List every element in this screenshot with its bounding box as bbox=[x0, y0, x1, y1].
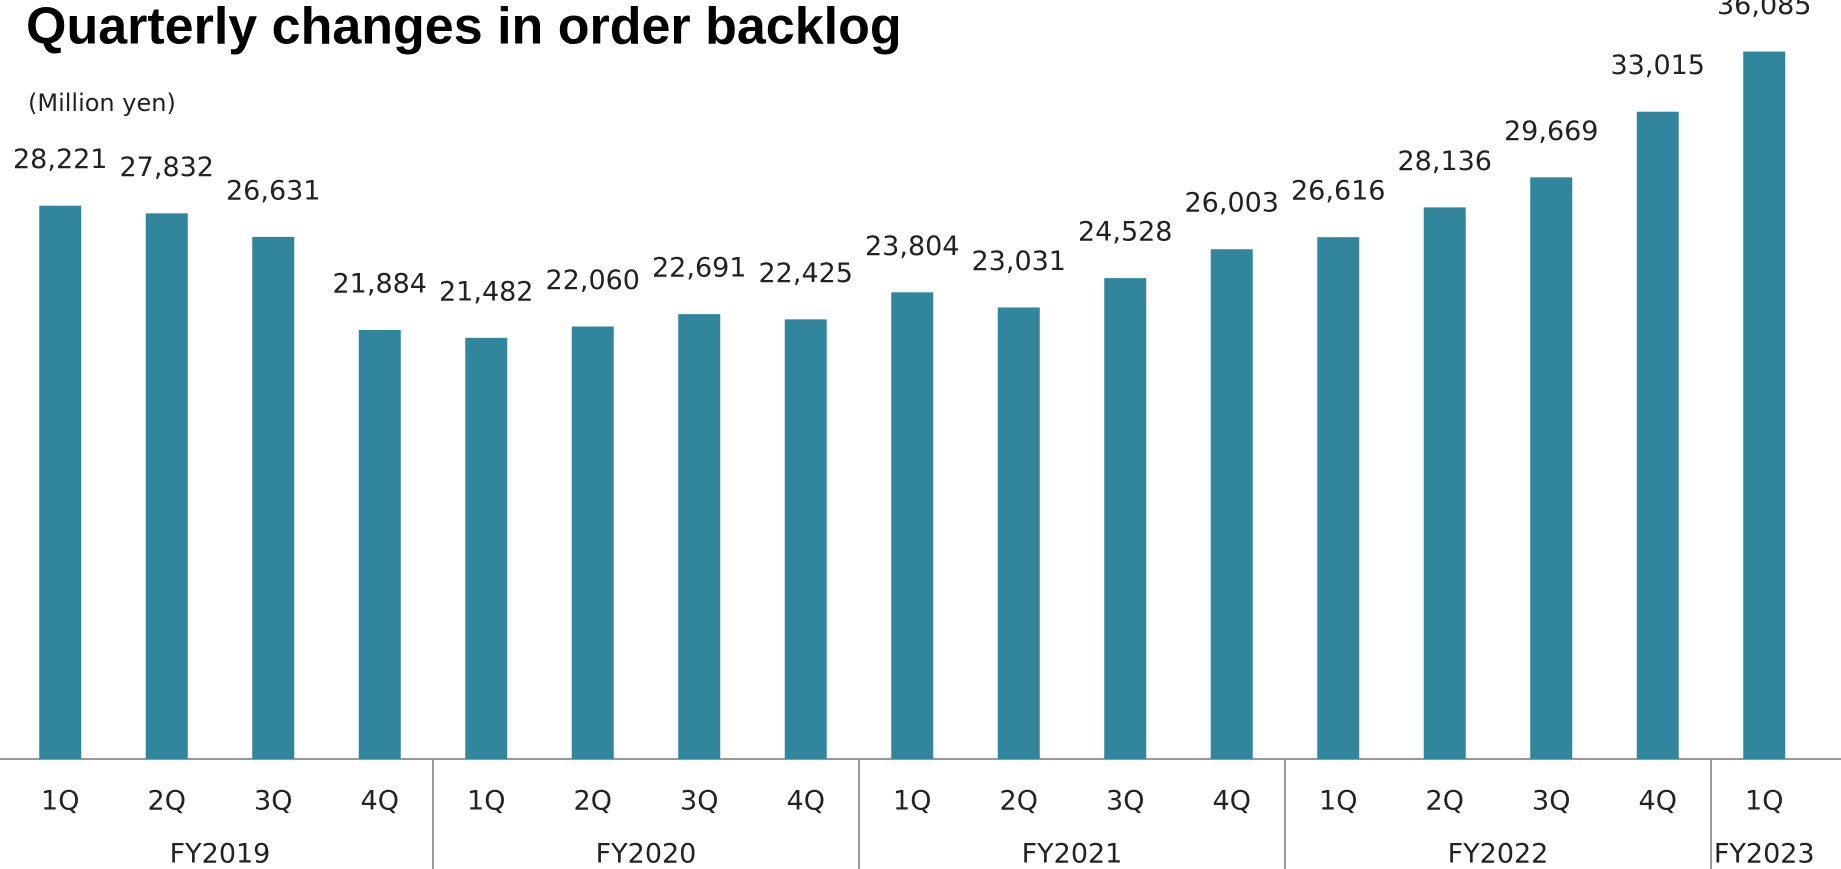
value-label: 26,003 bbox=[1185, 188, 1279, 219]
bar bbox=[1530, 177, 1573, 760]
value-label: 24,528 bbox=[1078, 217, 1172, 248]
x-tick-label: 2Q bbox=[148, 786, 186, 817]
group-label: FY2022 bbox=[1448, 839, 1549, 869]
x-tick-label: 3Q bbox=[680, 786, 718, 817]
x-tick-label: 4Q bbox=[1639, 786, 1677, 817]
value-label: 21,884 bbox=[333, 268, 427, 299]
bar bbox=[1423, 207, 1466, 759]
x-tick-label: 2Q bbox=[574, 786, 612, 817]
group-label: FY2021 bbox=[1022, 839, 1123, 869]
x-tick-label: 3Q bbox=[1106, 786, 1144, 817]
value-label: 29,669 bbox=[1504, 116, 1598, 147]
x-tick-label: 3Q bbox=[254, 786, 292, 817]
x-tick-label: 4Q bbox=[1213, 786, 1251, 817]
x-tick-label: 2Q bbox=[1426, 786, 1464, 817]
x-tick-label: 1Q bbox=[41, 786, 79, 817]
chart-title: Quarterly changes in order backlog bbox=[26, 0, 902, 56]
bar bbox=[678, 314, 721, 759]
bar bbox=[1210, 249, 1253, 759]
bar bbox=[358, 329, 401, 759]
bar bbox=[997, 307, 1040, 759]
chart-subtitle: (Million yen) bbox=[28, 89, 176, 117]
bar bbox=[252, 236, 295, 760]
bar bbox=[784, 319, 827, 759]
value-label: 22,060 bbox=[546, 265, 640, 296]
bar bbox=[1636, 111, 1679, 759]
group-label: FY2023 bbox=[1714, 839, 1815, 869]
value-label: 22,425 bbox=[759, 258, 853, 289]
value-label: 36,085 bbox=[1717, 0, 1811, 21]
x-tick-label: 1Q bbox=[1745, 786, 1783, 817]
group-label: FY2019 bbox=[170, 839, 271, 869]
group-label: FY2020 bbox=[596, 839, 697, 869]
x-tick-label: 1Q bbox=[893, 786, 931, 817]
value-label: 28,136 bbox=[1398, 146, 1492, 177]
value-label: 23,804 bbox=[865, 231, 959, 262]
bar bbox=[891, 292, 934, 759]
value-label: 27,832 bbox=[120, 152, 214, 183]
x-tick-label: 1Q bbox=[1319, 786, 1357, 817]
value-label: 28,221 bbox=[13, 144, 107, 175]
x-tick-label: 4Q bbox=[787, 786, 825, 817]
bar bbox=[1743, 51, 1786, 760]
value-label: 33,015 bbox=[1611, 50, 1705, 81]
bar bbox=[1104, 278, 1147, 759]
x-tick-label: 2Q bbox=[1000, 786, 1038, 817]
bar bbox=[1317, 237, 1360, 760]
bar bbox=[39, 205, 82, 760]
value-label: 22,691 bbox=[652, 253, 746, 284]
x-tick-label: 3Q bbox=[1532, 786, 1570, 817]
x-tick-label: 1Q bbox=[467, 786, 505, 817]
x-tick-label: 4Q bbox=[361, 786, 399, 817]
value-label: 26,616 bbox=[1291, 176, 1385, 207]
bar bbox=[465, 337, 508, 759]
value-label: 21,482 bbox=[439, 276, 533, 307]
bar bbox=[571, 326, 614, 759]
value-label: 23,031 bbox=[972, 246, 1066, 277]
bar bbox=[145, 213, 188, 759]
value-label: 26,631 bbox=[226, 175, 320, 206]
